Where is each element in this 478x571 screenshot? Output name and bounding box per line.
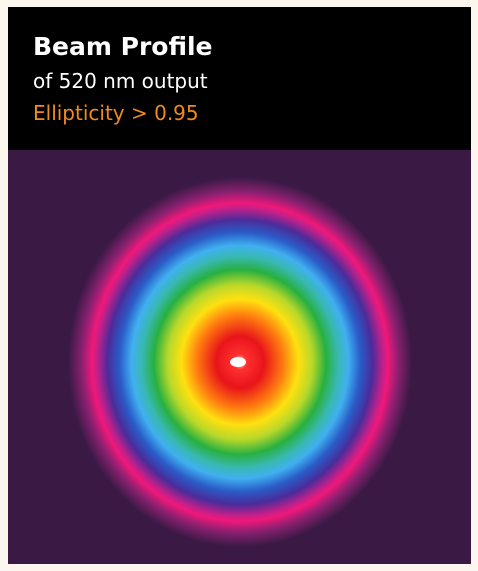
card: Beam Profile of 520 nm output Ellipticit… <box>8 7 471 564</box>
beam-image <box>8 150 471 564</box>
title: Beam Profile <box>33 32 213 61</box>
header: Beam Profile of 520 nm output Ellipticit… <box>8 7 471 150</box>
beam-core <box>230 357 246 367</box>
beam <box>8 150 471 564</box>
subtitle: of 520 nm output <box>33 69 208 93</box>
note: Ellipticity > 0.95 <box>33 101 199 125</box>
